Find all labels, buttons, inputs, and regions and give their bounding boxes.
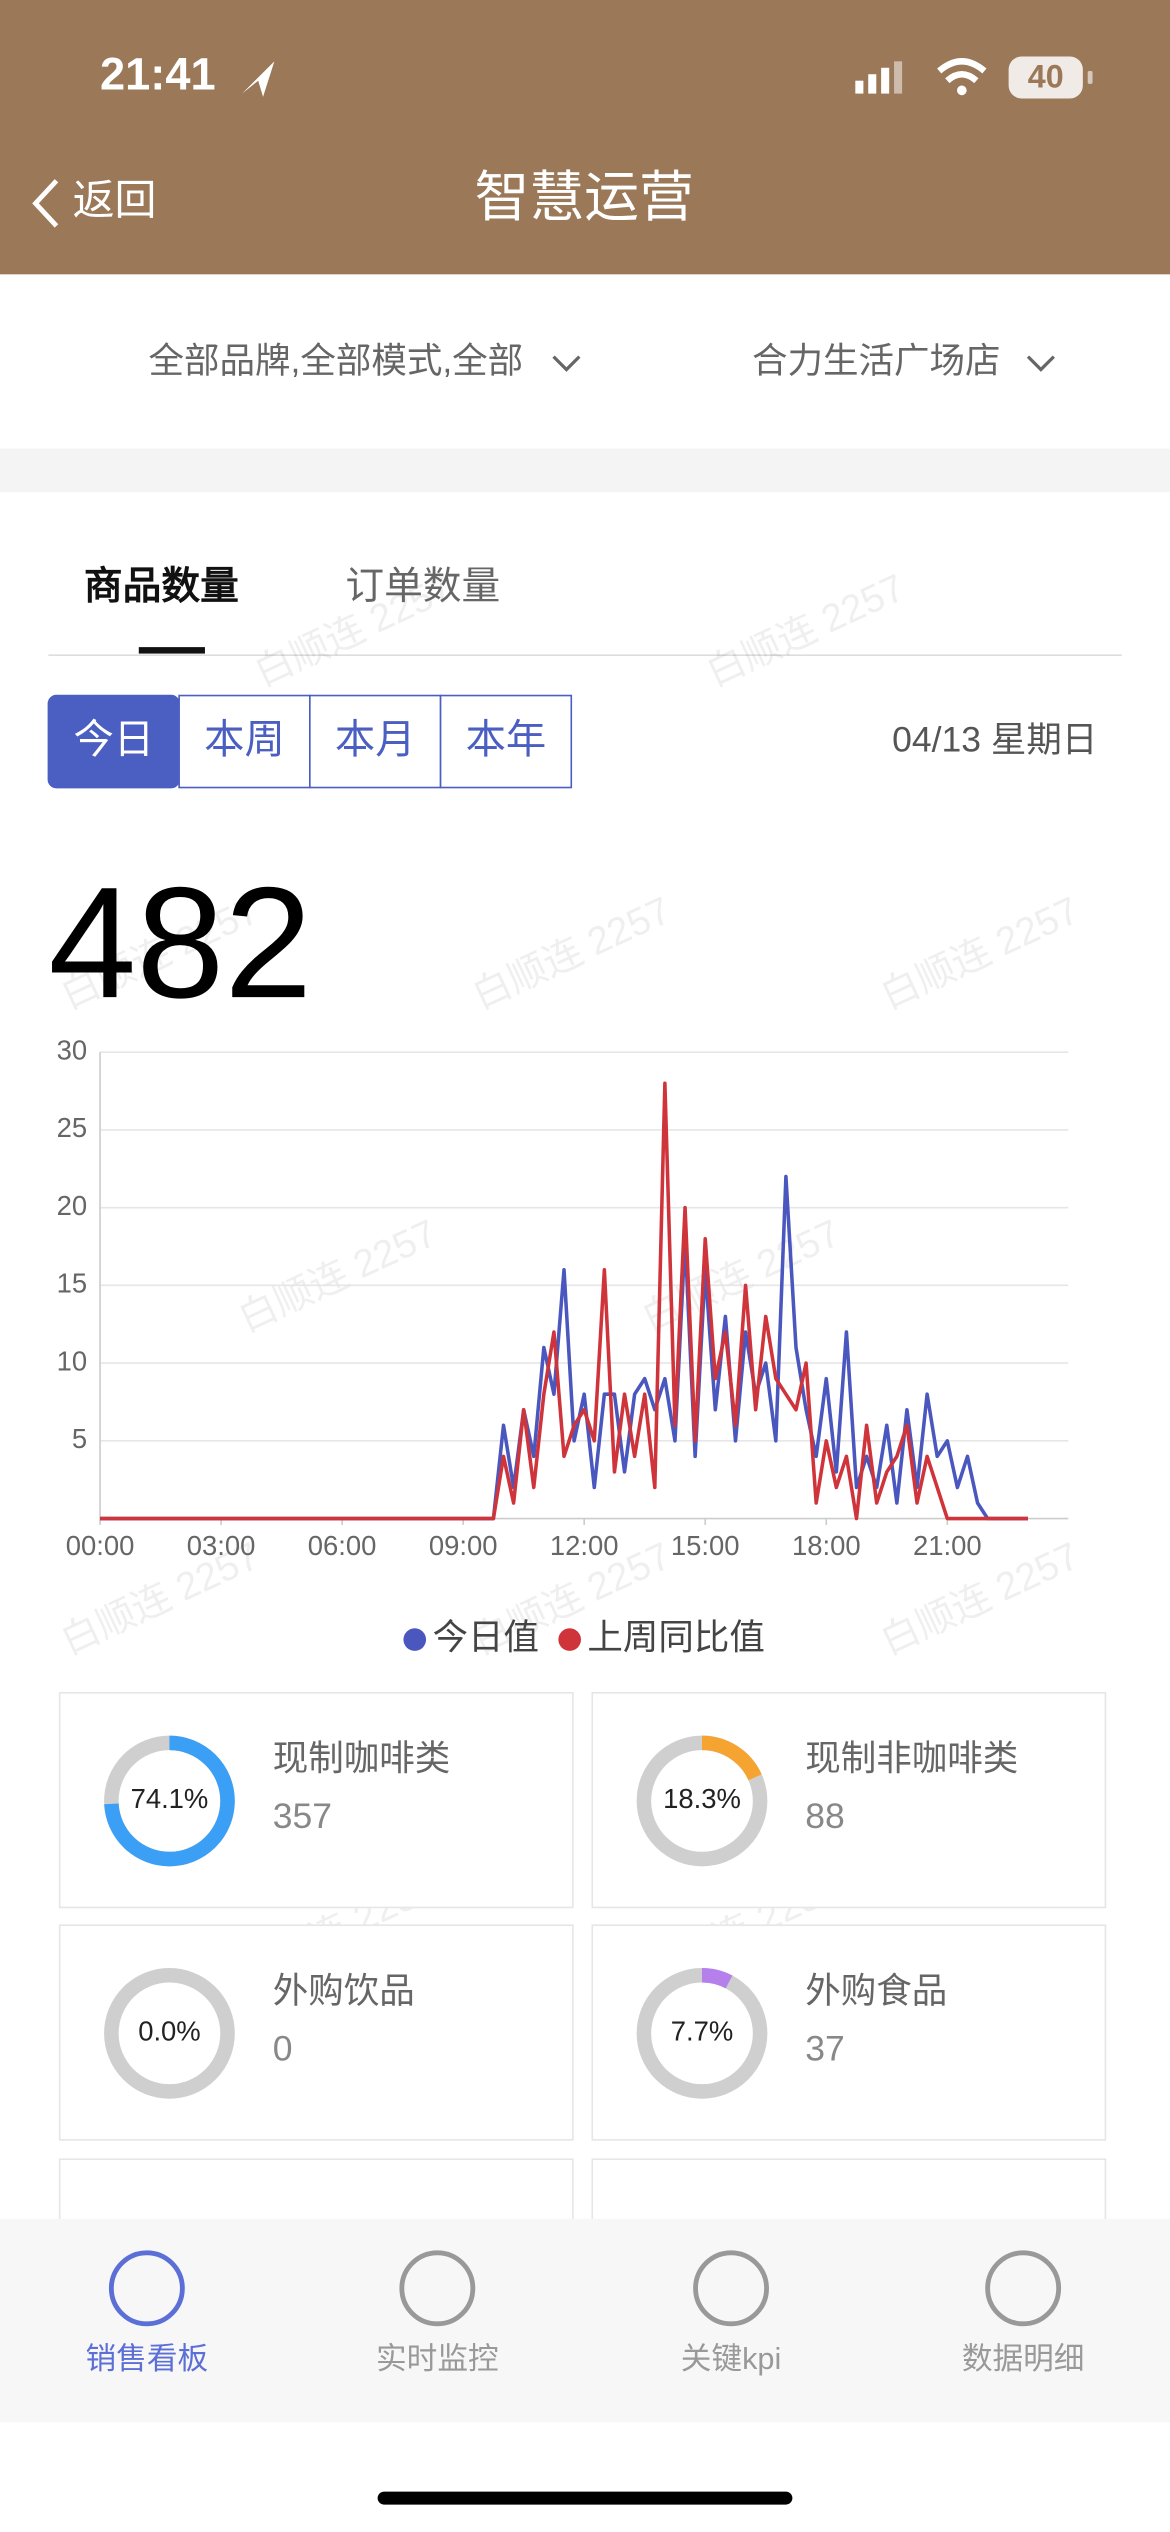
battery-level: 40 — [1028, 59, 1064, 95]
wifi-icon — [937, 58, 987, 84]
tab-label[interactable]: 销售看板 — [86, 2342, 209, 2376]
store-filter[interactable]: 合力生活广场店 — [752, 340, 1001, 380]
location-icon — [242, 61, 275, 97]
card-count: 37 — [805, 2028, 845, 2068]
donut-arc — [104, 1735, 235, 1867]
status-time: 21:41 — [100, 48, 216, 99]
tab-icon[interactable] — [985, 2250, 1062, 2327]
tab-icon[interactable] — [108, 2250, 185, 2327]
tab-icon[interactable] — [693, 2250, 769, 2327]
wifi-dot — [956, 85, 967, 96]
x-tick-label: 00:00 — [66, 1530, 135, 1561]
watermark: 白顺连 2257 — [874, 889, 1085, 1018]
watermark: 白顺连 2257 — [700, 566, 911, 695]
y-tick-label: 20 — [57, 1190, 88, 1221]
dropdown-icon[interactable] — [1026, 355, 1055, 372]
legend-dot — [558, 1628, 581, 1651]
card-count: 0 — [273, 2028, 293, 2068]
tab-label[interactable]: 关键kpi — [681, 2342, 782, 2376]
battery-tip — [1087, 71, 1093, 84]
separator — [0, 448, 1170, 493]
card — [58, 2158, 574, 2225]
card — [58, 1692, 574, 1909]
period-button[interactable] — [309, 694, 442, 789]
card — [591, 1692, 1107, 1909]
y-tick-label: 15 — [57, 1268, 88, 1299]
period-label[interactable]: 今日 — [73, 716, 154, 762]
tab-item[interactable]: 数据明细 — [962, 2250, 1085, 2376]
share-label: 0.0% — [138, 2016, 201, 2047]
tab-underline — [138, 647, 205, 654]
share-label: 18.3% — [663, 1783, 741, 1814]
share-label: 7.7% — [671, 2016, 734, 2047]
tab[interactable]: 订单数量 — [345, 565, 500, 608]
page-title: 智慧运营 — [474, 166, 693, 228]
x-tick-label: 21:00 — [913, 1530, 982, 1561]
battery — [1008, 56, 1083, 99]
dropdown-icon[interactable] — [552, 355, 581, 372]
tab-label[interactable]: 实时监控 — [376, 2342, 499, 2376]
y-tick-label: 30 — [57, 1034, 88, 1065]
card-name: 外购饮品 — [273, 1970, 415, 2010]
card-name: 外购食品 — [805, 1970, 947, 2010]
period-button[interactable] — [439, 694, 573, 789]
card-count: 88 — [805, 1796, 845, 1836]
tab-label[interactable]: 数据明细 — [962, 2342, 1085, 2376]
card — [58, 1924, 574, 2141]
x-tick-label: 15:00 — [671, 1530, 740, 1561]
watermark: 白顺连 2257 — [466, 889, 677, 1018]
home-indicator — [377, 2491, 793, 2505]
legend-label: 上周同比值 — [587, 1617, 765, 1657]
legend-dot — [403, 1628, 427, 1651]
donut-arc — [636, 1735, 768, 1867]
header-bg — [0, 0, 1170, 275]
x-tick-label: 06:00 — [308, 1530, 377, 1561]
tab-icon[interactable] — [399, 2250, 476, 2327]
y-tick-label: 5 — [72, 1423, 87, 1454]
x-tick-label: 18:00 — [792, 1530, 861, 1561]
total-count: 482 — [48, 854, 312, 1031]
back-button[interactable]: 返回 — [73, 176, 157, 223]
watermark: 白顺连 2257 — [232, 1212, 443, 1341]
card-name: 现制咖啡类 — [273, 1738, 451, 1778]
y-tick-label: 25 — [57, 1112, 88, 1143]
x-tick-label: 09:00 — [429, 1530, 498, 1561]
tab[interactable]: 商品数量 — [84, 565, 239, 608]
watermark: 白顺连 2257 — [635, 1212, 846, 1341]
period-button[interactable] — [178, 694, 311, 789]
tab-item[interactable]: 关键kpi — [681, 2250, 782, 2376]
card — [591, 1924, 1107, 2141]
brand-filter[interactable]: 全部品牌,全部模式,全部 — [148, 340, 523, 380]
back-icon[interactable] — [32, 179, 59, 228]
period-label[interactable]: 本年 — [466, 716, 547, 762]
y-tick-label: 10 — [57, 1345, 88, 1376]
tab-bar — [0, 2218, 1170, 2423]
line — [100, 1081, 1028, 1521]
period-label[interactable]: 本周 — [204, 716, 285, 762]
donut-track — [104, 1967, 235, 2099]
card-count: 357 — [273, 1796, 332, 1836]
card — [591, 2158, 1107, 2225]
card-name: 现制非咖啡类 — [805, 1738, 1018, 1778]
legend-label: 今日值 — [432, 1617, 539, 1657]
tab-item[interactable]: 实时监控 — [376, 2250, 499, 2376]
line — [100, 1174, 1028, 1521]
date: 04/13 星期日 — [892, 720, 1097, 760]
tab-item[interactable]: 销售看板 — [86, 2250, 209, 2376]
donut-arc — [636, 1967, 768, 2099]
share-label: 74.1% — [131, 1783, 209, 1814]
period-label[interactable]: 本月 — [335, 716, 416, 762]
x-tick-label: 03:00 — [187, 1530, 256, 1561]
signal-icon — [855, 61, 903, 94]
x-tick-label: 12:00 — [550, 1530, 619, 1561]
